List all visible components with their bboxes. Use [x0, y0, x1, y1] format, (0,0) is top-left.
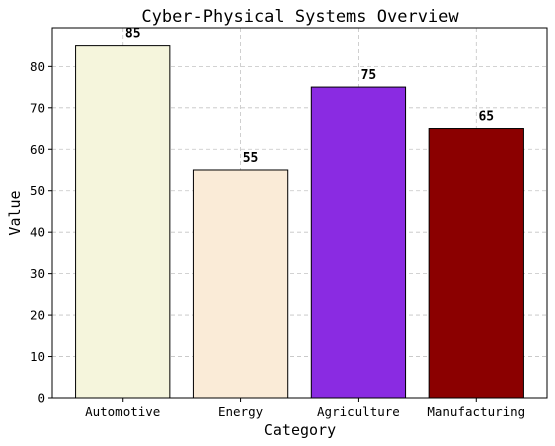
y-tick-label: 60 — [30, 142, 45, 157]
y-tick-label: 80 — [30, 59, 45, 74]
data-label: 65 — [478, 110, 494, 125]
bars — [75, 45, 524, 399]
y-tick-label: 0 — [37, 391, 45, 406]
x-tick-label: Manufacturing — [427, 404, 525, 419]
y-tick-label: 30 — [30, 266, 45, 281]
bar-agriculture — [310, 86, 407, 399]
data-label: 75 — [361, 68, 377, 83]
y-axis-label: Value — [6, 190, 24, 235]
y-tick-label: 70 — [30, 100, 45, 115]
data-label: 55 — [243, 151, 259, 166]
y-tick-label: 40 — [30, 225, 45, 240]
chart-title: Cyber-Physical Systems Overview — [141, 7, 459, 27]
bar-automotive — [75, 45, 171, 399]
y-tick-label: 50 — [30, 183, 45, 198]
x-tick-label: Automotive — [85, 404, 160, 419]
x-tick-label: Energy — [218, 404, 264, 419]
bar-energy — [192, 169, 289, 399]
bar-manufacturing — [428, 128, 524, 399]
x-axis-label: Category — [264, 421, 336, 439]
y-tick-label: 20 — [30, 308, 45, 323]
y-tick-label: 10 — [30, 349, 45, 364]
plot-frame — [51, 27, 548, 399]
y-axis-ticks: 0 10 20 30 40 50 60 70 80 — [30, 59, 52, 406]
x-axis-ticks: Automotive Energy Agriculture Manufacturing — [85, 398, 525, 419]
data-label: 85 — [125, 27, 141, 42]
x-tick-label: Agriculture — [317, 404, 400, 419]
data-labels: 85 55 75 65 — [125, 27, 494, 166]
